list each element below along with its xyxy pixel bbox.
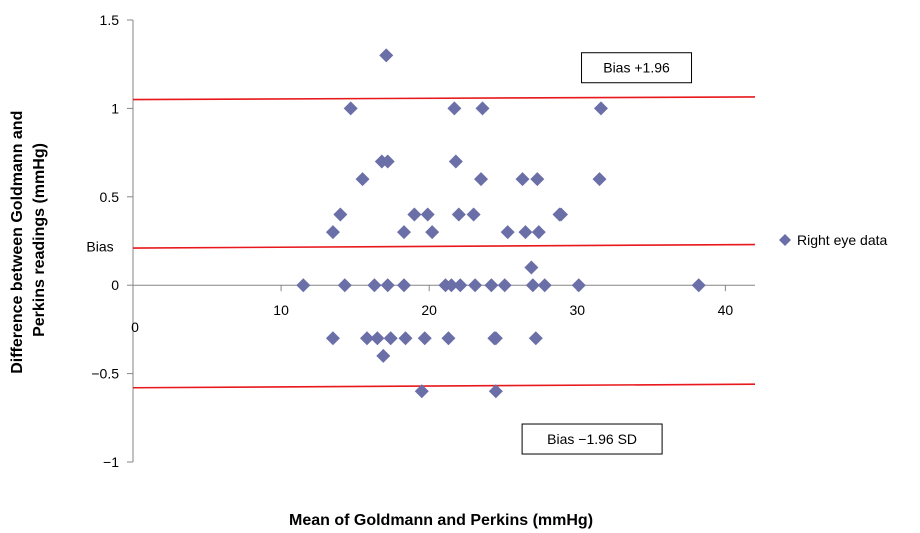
data-point [475,101,490,116]
data-point [367,278,382,293]
y-tick-label: 0 [111,277,119,293]
data-point [592,172,607,187]
data-point [333,207,348,222]
reference-lines [132,96,756,389]
data-point [488,384,503,399]
data-point [447,101,462,116]
data-point [691,278,706,293]
data-point [337,278,352,293]
x-axis-title: Mean of Goldmann and Perkins (mmHg) [289,512,593,529]
x-tick-label: 30 [569,302,585,318]
data-point [343,101,358,116]
data-point [474,172,489,187]
y-axis: 1.5 1 0.5 0 −0.5 −1 [91,12,134,470]
data-point [414,384,429,399]
data-point [531,225,546,240]
data-point [530,172,545,187]
data-point [525,278,540,293]
annotation-box-lower-label [521,423,663,455]
data-point [420,207,435,222]
data-point [417,331,432,346]
data-point [383,331,398,346]
data-point [355,172,370,187]
data-point [448,154,463,169]
y-tick-label: −0.5 [91,366,119,382]
data-point [398,331,413,346]
data-point [441,331,456,346]
data-point [593,101,608,116]
x-tick-label: 10 [273,302,289,318]
y-tick-label: 0.5 [100,189,120,205]
annotations: Bias +1.96 Bias Bias −1.96 SD [86,52,693,455]
data-point [484,278,499,293]
legend: Right eye data [779,232,887,248]
data-point [325,225,340,240]
x-tick-label: 40 [718,302,734,318]
data-point [524,260,539,275]
data-point [453,278,468,293]
data-point [537,278,552,293]
data-point [515,172,530,187]
data-point [444,278,459,293]
data-point [451,207,466,222]
data-point [553,207,568,222]
annotation-box-upper-label [581,52,693,84]
data-point [380,154,395,169]
annotation-bias-label: Bias [86,238,113,254]
data-point [407,207,422,222]
data-point [497,278,512,293]
data-point [466,207,481,222]
data-point [468,278,483,293]
data-point [397,225,412,240]
y-tick-label: −1 [103,454,119,470]
reference-line-upper-limit [132,96,756,101]
data-point [296,278,311,293]
y-axis-title: Difference between Goldmann and Perkins … [9,106,48,374]
data-point [518,225,533,240]
data-point [376,348,391,363]
y-tick-label: 1 [111,100,119,116]
x-axis: 0 10 20 30 40 [131,284,755,335]
x-tick-label: 0 [131,319,139,335]
annotation-upper-label: Bias +1.96 [603,60,670,76]
legend-diamond-marker [779,234,791,246]
data-point [425,225,440,240]
y-tick-label: 1.5 [100,12,120,28]
data-point [325,331,340,346]
data-point [379,48,394,63]
data-point [397,278,412,293]
legend-label: Right eye data [797,232,887,248]
annotation-lower-label: Bias −1.96 SD [547,431,637,447]
x-tick-label: 20 [421,302,437,318]
data-point [500,225,515,240]
data-point [488,331,503,346]
y-axis-title-line-1: Difference between Goldmann and [9,111,26,374]
reference-line-bias [132,243,756,249]
data-point [359,331,374,346]
data-point [528,331,543,346]
data-point [380,278,395,293]
reference-line-lower-limit [132,383,756,389]
data-points [296,48,706,399]
y-axis-title-line-2: Perkins readings (mmHg) [31,143,48,337]
data-point [571,278,586,293]
data-point [370,331,385,346]
